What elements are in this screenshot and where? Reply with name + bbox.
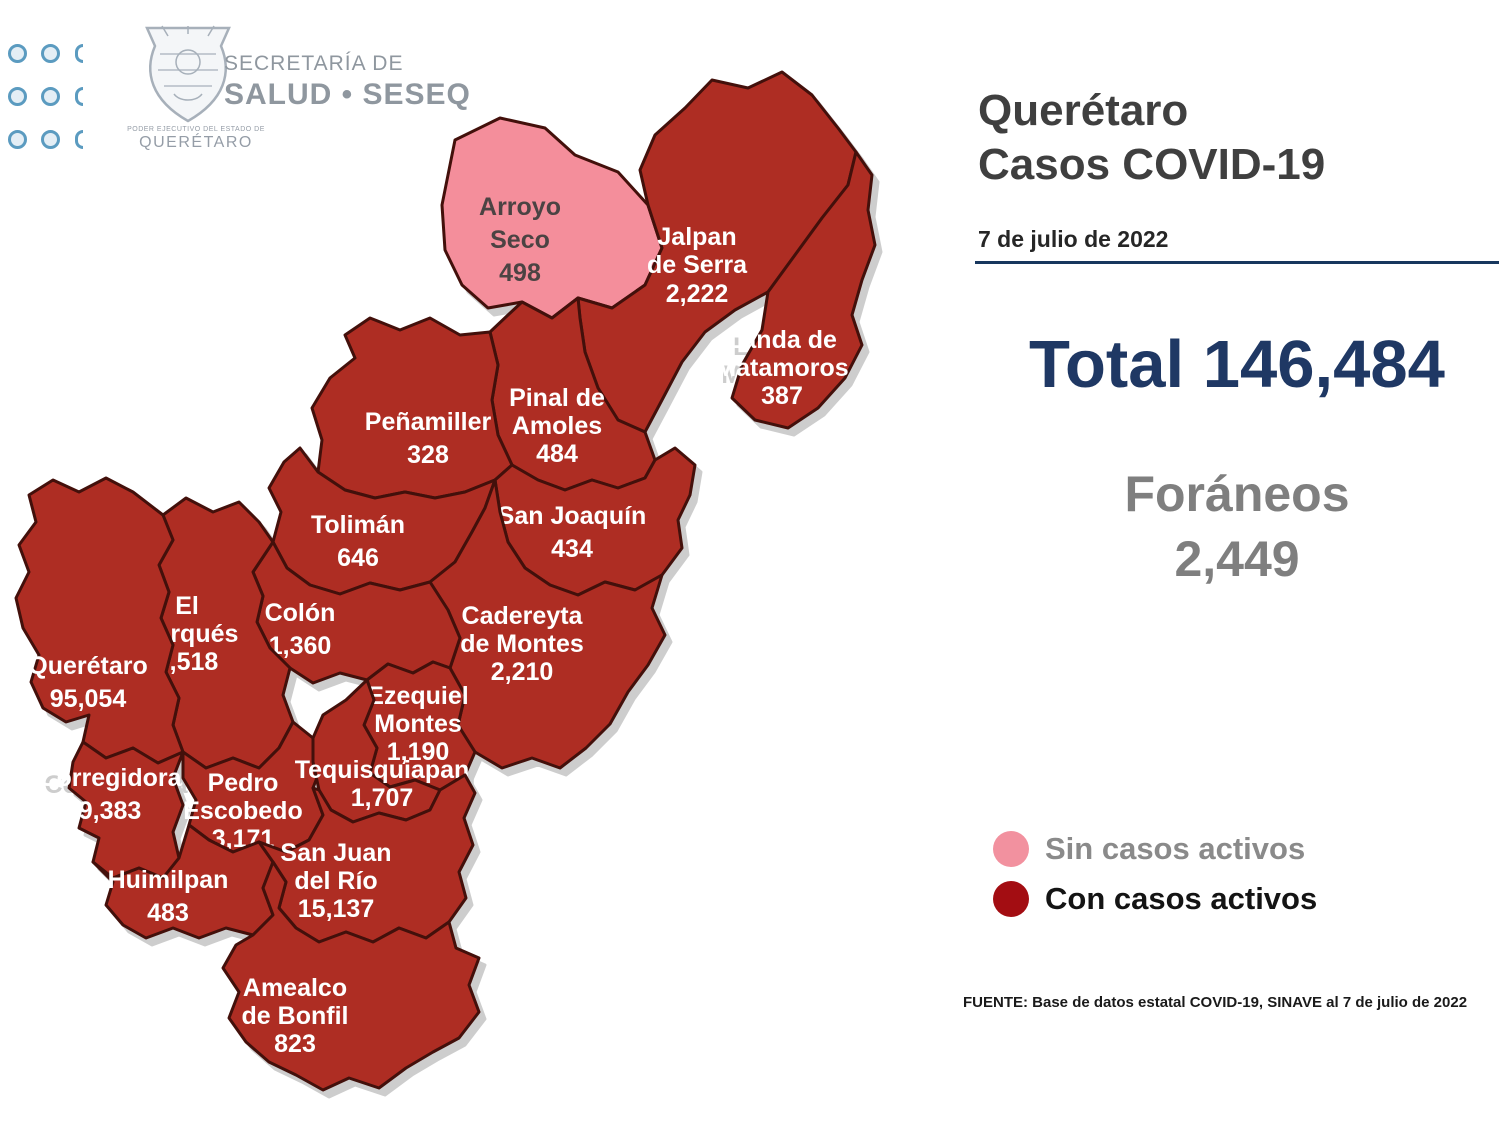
- legend-label: Sin casos activos: [1045, 831, 1306, 866]
- municipality-cases: 387: [761, 382, 803, 410]
- municipality-label: Amoles: [512, 412, 602, 440]
- municipality-cases: 328: [407, 441, 449, 469]
- municipality-cases: 498: [499, 259, 541, 287]
- pink-dot-icon: [993, 831, 1029, 867]
- municipality-cases: 646: [337, 544, 379, 572]
- organization-name: SECRETARÍA DE SALUD • SESEQ: [224, 52, 471, 112]
- page-title: Querétaro Casos COVID-19: [978, 86, 1326, 190]
- dot-icon: [8, 44, 27, 63]
- dark-red-dot-icon: [993, 881, 1029, 917]
- legend-label: Con casos activos: [1045, 881, 1318, 916]
- municipality-label: Pedro: [208, 769, 279, 797]
- municipality-label: Pinal de: [509, 384, 605, 412]
- municipality-corregidora: Corregidora 9,383: [38, 740, 185, 880]
- municipality-shape: [14, 476, 185, 765]
- municipality-label: El: [175, 592, 199, 620]
- municipality-queretaro: Querétaro 95,054: [14, 476, 185, 765]
- municipality-label: San Juan: [280, 839, 391, 867]
- municipality-label: de Montes: [460, 630, 584, 658]
- municipality-label: Seco: [490, 226, 550, 254]
- municipality-label: Cadereyta: [462, 602, 584, 630]
- municipality-landa-de-matamoros: Landa de Matamoros 387: [715, 150, 877, 430]
- municipality-jalpan-de-serra: Jalpan de Serra 2,222: [576, 70, 858, 434]
- municipality-cases: 1,707: [351, 784, 414, 812]
- dot-icon: [41, 87, 61, 106]
- legend: Sin casos activos Con casos activos: [993, 824, 1317, 924]
- municipality-label: Arroyo: [479, 193, 561, 221]
- municipality-cases: 1,190: [387, 738, 450, 766]
- dot-icon: [8, 130, 27, 149]
- municipality-shape: [221, 860, 481, 1092]
- municipality-tequisquiapan: Tequisquiapan 1,707: [295, 678, 470, 824]
- municipality-cases: 9,383: [79, 797, 142, 825]
- municipality-label: Matamoros: [715, 354, 848, 382]
- source-note: FUENTE: Base de datos estatal COVID-19, …: [963, 994, 1468, 1011]
- municipality-label: Tolimán: [311, 511, 405, 539]
- divider-line: [975, 261, 1499, 264]
- municipality-toliman: Tolimán 646: [267, 446, 497, 596]
- municipality-amealco-de-bonfil: Amealco de Bonfil 823: [221, 860, 481, 1092]
- municipality-label: Escobedo: [183, 797, 302, 825]
- municipality-label: Amealco: [243, 974, 347, 1002]
- municipality-label: Jalpan: [657, 223, 736, 251]
- municipality-label: de Bonfil: [242, 1002, 349, 1030]
- municipality-label: Peñamiller: [365, 408, 492, 436]
- municipality-label: de Serra: [647, 251, 748, 279]
- municipality-cases: 484: [536, 440, 578, 468]
- organization-subtitle: PODER EJECUTIVO DEL ESTADO DE QUERÉTARO: [127, 126, 265, 151]
- municipality-shape: [730, 150, 877, 430]
- org-line-1: SECRETARÍA DE: [224, 52, 404, 75]
- municipality-label: Querétaro: [28, 652, 147, 680]
- dot-icon: [74, 87, 83, 106]
- municipality-label: Huimilpan: [108, 866, 229, 894]
- municipality-cases: 15,137: [298, 895, 374, 923]
- dot-grid-decoration: [8, 44, 108, 149]
- municipality-label: San Joaquín: [498, 502, 647, 530]
- report-date: 7 de julio de 2022: [978, 226, 1169, 252]
- legend-item-sin-casos: Sin casos activos: [993, 824, 1317, 874]
- municipality-san-juan-del-rio: San Juan del Río 15,137: [257, 773, 477, 944]
- municipality-label: Colón: [265, 599, 336, 627]
- dot-icon: [74, 130, 83, 149]
- municipality-cases: 434: [551, 535, 593, 563]
- municipality-cases: 483: [147, 899, 189, 927]
- municipality-penamiller: Peñamiller 328: [310, 316, 514, 500]
- municipality-pinal-de-amoles: Pinal de Amoles 484: [488, 296, 657, 492]
- municipality-label: Montes: [374, 710, 462, 738]
- org-line-2: SALUD • SESEQ: [224, 78, 471, 111]
- municipality-label: Landa de: [727, 326, 837, 354]
- municipality-cases: 95,054: [50, 685, 127, 713]
- dot-icon: [8, 87, 27, 106]
- municipality-san-joaquin: San Joaquín 434: [493, 446, 697, 597]
- municipality-cases: 2,210: [491, 658, 554, 686]
- legend-item-con-casos: Con casos activos: [993, 874, 1317, 924]
- dot-icon: [74, 44, 83, 63]
- municipality-label: Tequisquiapan: [295, 756, 470, 784]
- municipality-label: Corregidora: [38, 764, 182, 792]
- coat-of-arms-icon: [145, 25, 231, 123]
- municipality-cases: 2,222: [666, 280, 729, 308]
- municipality-label: Ezequiel: [367, 682, 468, 710]
- dot-icon: [41, 44, 61, 63]
- total-cases: Total 146,484: [1029, 327, 1445, 402]
- municipality-arroyo-seco: Arroyo Seco 498: [440, 116, 664, 320]
- municipality-cases: 823: [274, 1030, 316, 1058]
- dot-icon: [41, 130, 61, 149]
- foraneos-cases: Foráneos 2,449: [1124, 466, 1350, 587]
- municipality-huimilpan: Huimilpan 483: [91, 823, 275, 940]
- municipality-label: del Río: [294, 867, 377, 895]
- queretaro-choropleth-map: Arroyo Seco 498 Jalpan de Serra 2,222 La…: [14, 70, 877, 1092]
